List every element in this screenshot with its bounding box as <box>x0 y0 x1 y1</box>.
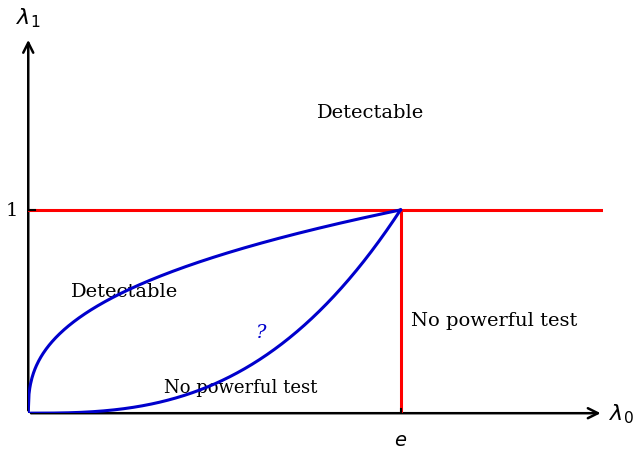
Text: No powerful test: No powerful test <box>411 311 577 329</box>
Text: $e$: $e$ <box>394 431 407 449</box>
Text: Detectable: Detectable <box>70 283 178 301</box>
Text: ?: ? <box>256 323 266 341</box>
Text: 1: 1 <box>6 202 18 219</box>
Text: $\lambda_0$: $\lambda_0$ <box>609 401 634 425</box>
Text: No powerful test: No powerful test <box>164 378 317 396</box>
Text: Detectable: Detectable <box>317 104 424 122</box>
Text: $\lambda_1$: $\lambda_1$ <box>16 6 40 30</box>
